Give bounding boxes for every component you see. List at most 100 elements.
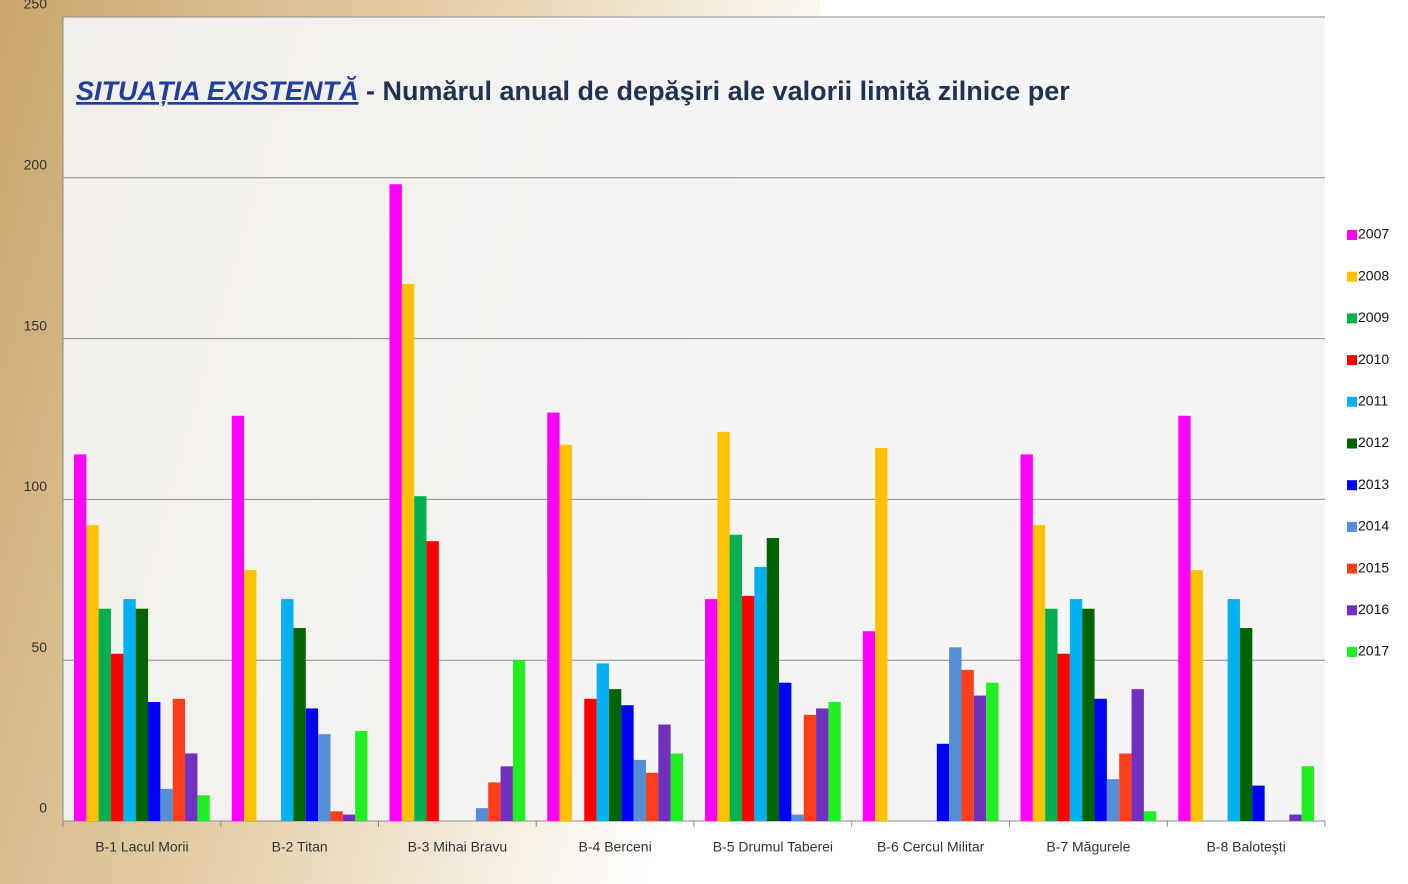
legend-label: 2011 — [1358, 393, 1388, 409]
bar — [862, 631, 876, 821]
bar — [633, 759, 646, 821]
bar — [1082, 608, 1095, 821]
y-tick-label: 200 — [24, 157, 48, 173]
bar — [123, 599, 136, 821]
bar — [936, 743, 950, 821]
bar — [608, 689, 622, 821]
bar — [754, 566, 767, 821]
bar — [74, 454, 87, 821]
plot-area — [63, 17, 1325, 821]
legend-swatch — [1347, 396, 1357, 407]
bar — [414, 496, 427, 821]
x-tick-label: B-4 Berceni — [579, 839, 652, 855]
bar — [645, 772, 659, 821]
bar — [547, 412, 560, 821]
bar — [148, 702, 161, 821]
legend-label: 2013 — [1358, 476, 1389, 492]
bar — [1143, 811, 1157, 821]
bar — [1289, 814, 1302, 821]
chart-title: SITUAȚIA EXISTENTĂ - Numărul anual de de… — [76, 75, 1070, 106]
bar — [670, 753, 683, 821]
bar — [791, 814, 804, 821]
bar — [98, 608, 112, 821]
bar — [1190, 570, 1203, 821]
legend-swatch — [1347, 647, 1357, 657]
bar — [1227, 599, 1240, 821]
bar — [1119, 753, 1132, 821]
title-emphasis: SITUAȚIA EXISTENTĂ — [76, 75, 359, 106]
bar — [705, 599, 718, 821]
bar — [426, 541, 439, 821]
bar — [111, 653, 124, 821]
legend-label: 2016 — [1358, 601, 1389, 617]
bar — [596, 663, 609, 821]
bar — [355, 730, 368, 821]
legend-swatch — [1347, 605, 1357, 616]
legend-label: 2015 — [1358, 559, 1389, 575]
bar — [973, 695, 987, 821]
bar — [1069, 599, 1083, 821]
x-tick-label: B-6 Cercul Militar — [877, 839, 985, 855]
bar — [875, 447, 888, 821]
bar — [293, 628, 306, 821]
bar — [717, 431, 730, 821]
bar — [1020, 454, 1033, 821]
bar — [401, 283, 415, 822]
bar — [172, 698, 186, 821]
legend-label: 2007 — [1358, 226, 1389, 242]
legend-swatch — [1347, 313, 1357, 324]
legend-swatch — [1347, 230, 1357, 240]
bar — [1106, 779, 1120, 821]
legend-label: 2017 — [1358, 643, 1389, 659]
bar — [621, 705, 634, 821]
bar — [185, 753, 198, 821]
bar — [766, 537, 780, 821]
bar — [1045, 608, 1058, 821]
bar — [779, 682, 792, 821]
legend-swatch — [1347, 438, 1357, 449]
legend-label: 2009 — [1358, 309, 1389, 325]
title-text: - Numărul anual de depăşiri ale valorii … — [359, 76, 1071, 106]
y-tick-label: 150 — [24, 317, 48, 333]
bar — [1032, 525, 1046, 821]
bar — [500, 766, 513, 821]
bar — [160, 788, 173, 821]
bar — [231, 415, 245, 821]
legend-swatch — [1347, 480, 1357, 491]
legend-label: 2012 — [1358, 434, 1389, 450]
bar — [1131, 689, 1144, 821]
bar — [949, 647, 962, 821]
legend-swatch — [1347, 355, 1357, 366]
bar — [803, 714, 817, 821]
bar — [1178, 415, 1191, 821]
x-tick-label: B-8 Baloteşti — [1206, 839, 1285, 855]
x-tick-label: B-7 Măgurele — [1046, 839, 1130, 855]
bar — [1301, 766, 1314, 821]
bar — [584, 698, 597, 821]
bar — [197, 795, 210, 821]
bar — [389, 184, 402, 821]
legend-label: 2008 — [1358, 267, 1389, 283]
bar — [281, 599, 294, 821]
legend-swatch — [1347, 521, 1357, 532]
bar — [475, 808, 489, 821]
bar — [488, 782, 501, 821]
bar — [1057, 653, 1070, 821]
y-tick-label: 100 — [24, 478, 48, 494]
bar — [986, 682, 999, 821]
bar — [318, 734, 331, 821]
x-tick-label: B-1 Lacul Morii — [95, 839, 188, 855]
bar — [961, 669, 974, 821]
bar — [816, 708, 829, 821]
legend-label: 2014 — [1358, 518, 1389, 534]
bar — [742, 595, 755, 821]
bar — [828, 702, 841, 821]
bar — [512, 660, 526, 821]
y-tick-label: 50 — [31, 639, 47, 655]
bar — [1239, 628, 1253, 821]
y-tick-label: 0 — [39, 800, 47, 816]
bar — [559, 444, 572, 821]
bar — [330, 811, 343, 821]
